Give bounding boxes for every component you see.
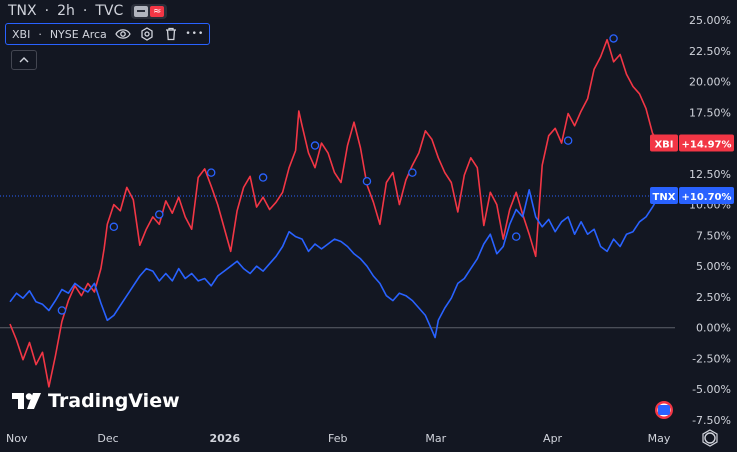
last-value-badge-text: +14.97% (681, 139, 731, 150)
tradingview-logo-text: TradingView (48, 390, 180, 412)
series-name-badge-text: TNX (653, 192, 676, 203)
series-name-badge-text: XBI (654, 139, 673, 150)
x-axis-tick-label: Feb (328, 432, 347, 445)
last-value-badge (679, 187, 734, 204)
y-axis-tick-label: 2.50% (696, 291, 731, 304)
collapse-legend-button[interactable] (11, 50, 37, 70)
main-symbol-legend[interactable]: TNX · 2h · TVC ≈ (8, 1, 168, 21)
separator: · (38, 27, 42, 41)
trash-icon[interactable] (163, 26, 179, 42)
event-marker[interactable] (206, 168, 216, 177)
compare-mode-toggle[interactable]: ≈ (131, 3, 168, 19)
compare-symbol-label: XBI (12, 27, 31, 41)
separator: · (82, 3, 88, 19)
event-marker[interactable] (362, 176, 372, 186)
series-line-tnx[interactable] (9, 189, 660, 339)
x-axis-tick-label: Nov (6, 432, 28, 445)
series-name-badge (650, 187, 678, 204)
settings-icon[interactable] (139, 26, 155, 42)
tradingview-logo[interactable]: TradingView (12, 390, 180, 412)
event-marker[interactable] (609, 34, 618, 43)
waves-icon[interactable]: ≈ (150, 5, 165, 17)
event-marker[interactable] (563, 136, 573, 145)
y-axis-tick-label: -7.50% (692, 414, 731, 427)
event-marker[interactable] (258, 173, 268, 182)
event-marker[interactable] (408, 168, 417, 177)
tradingview-logo-icon (12, 393, 41, 409)
y-axis-tick-label: 17.50% (689, 106, 731, 119)
x-axis-tick-label: Mar (425, 432, 446, 445)
axis-settings-icon[interactable] (704, 432, 716, 444)
y-axis-tick-label: 5.00% (696, 260, 731, 273)
y-axis-tick-label: -2.50% (692, 352, 731, 365)
x-axis-tick-label: Dec (97, 432, 118, 445)
axis-settings-hex (702, 429, 718, 447)
event-marker[interactable] (57, 306, 67, 315)
more-icon[interactable]: ••• (185, 29, 205, 39)
y-axis-tick-label: 7.50% (696, 229, 731, 242)
event-marker[interactable] (109, 222, 119, 232)
y-axis-tick-label: -5.00% (692, 383, 731, 396)
exchange-label: TVC (95, 3, 124, 19)
y-axis-tick-label: 12.50% (689, 168, 731, 181)
series-line-xbi[interactable] (9, 38, 660, 388)
series-name-badge (650, 134, 678, 152)
compare-exchange-label: NYSE Arca (49, 27, 107, 41)
event-marker[interactable] (310, 141, 320, 150)
y-axis-tick-label: 0.00% (696, 322, 731, 335)
minus-icon[interactable] (134, 5, 149, 17)
us-flag-icon (658, 405, 670, 415)
separator: · (44, 3, 50, 19)
interval-label: 2h (57, 3, 75, 19)
x-axis-tick-label: 2026 (210, 432, 241, 445)
y-axis-tick-label: 20.00% (689, 76, 731, 89)
y-axis-tick-label: 22.50% (689, 45, 731, 58)
last-value-badge-text: +10.70% (681, 192, 731, 203)
event-marker[interactable] (155, 210, 164, 219)
compare-symbol-legend[interactable]: XBI · NYSE Arca ••• (5, 23, 210, 45)
eye-icon[interactable] (115, 26, 131, 42)
chevron-up-icon (19, 57, 29, 63)
symbol-label: TNX (8, 3, 37, 19)
last-value-badge (679, 134, 734, 152)
x-axis-tick-label: Apr (543, 432, 563, 445)
y-axis-tick-label: 25.00% (689, 14, 731, 27)
event-marker[interactable] (511, 232, 521, 241)
x-axis-tick-label: May (648, 432, 671, 445)
